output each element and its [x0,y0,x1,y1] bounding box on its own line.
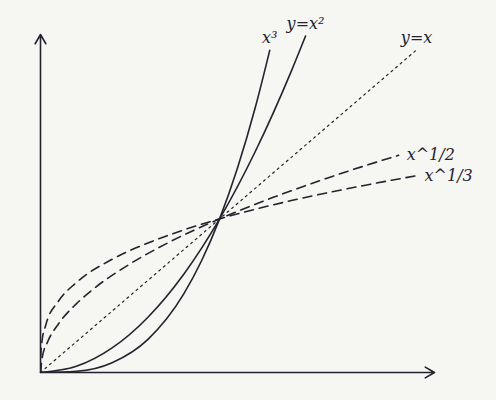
svg-text:x^1/2: x^1/2 [407,145,455,164]
svg-text:y=x: y=x [400,28,432,47]
svg-text:x^1/3: x^1/3 [425,166,473,185]
svg-text:x³: x³ [262,28,277,47]
svg-text:y=x²: y=x² [286,14,325,33]
